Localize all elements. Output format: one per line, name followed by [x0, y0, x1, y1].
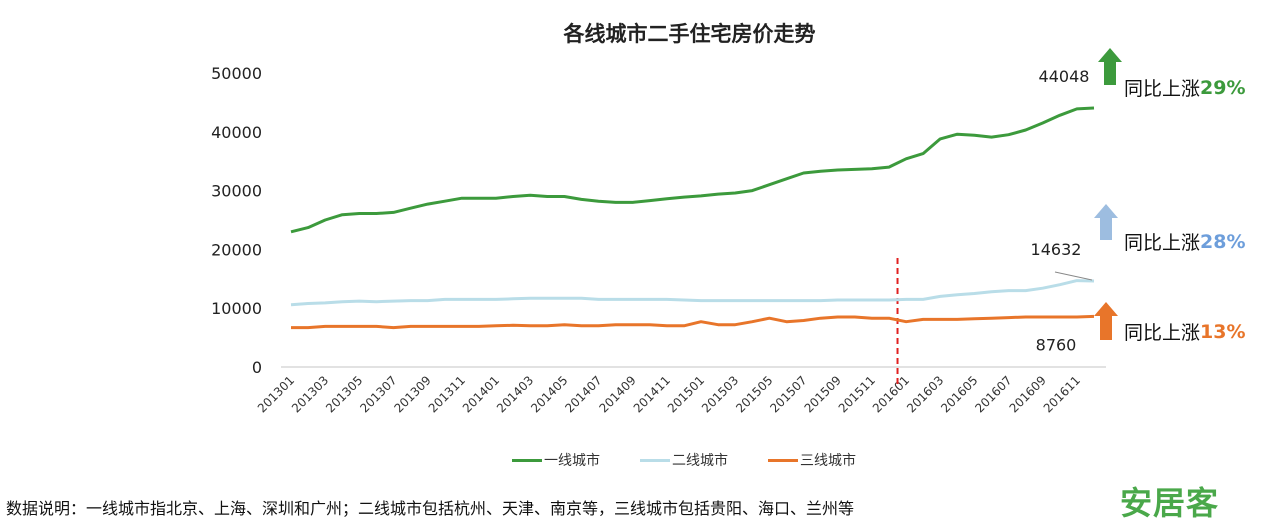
x-tick-label: 201601 — [870, 373, 912, 415]
legend-swatch — [512, 458, 542, 462]
legend-item-tier1: 一线城市 — [512, 450, 600, 470]
legend-item-tier3: 三线城市 — [768, 450, 856, 470]
x-tick-label: 201505 — [733, 373, 775, 415]
x-tick-label: 201309 — [392, 373, 434, 415]
yoy-percent: 13% — [1200, 320, 1246, 343]
yoy-annotation-tier3: 同比上涨 13% — [1124, 318, 1246, 345]
x-tick-label: 201303 — [289, 373, 331, 415]
x-tick-label: 201307 — [357, 373, 399, 415]
anjuke-logo: 安居客 — [1120, 484, 1220, 522]
x-tick-label: 201409 — [597, 373, 639, 415]
x-tick-label: 201311 — [426, 373, 468, 415]
chart-title: 各线城市二手住宅房价走势 — [563, 22, 816, 46]
x-tick-label: 201605 — [938, 373, 980, 415]
data-label-leader — [1054, 271, 1093, 281]
yoy-annotation-tier1: 同比上涨 29% — [1124, 74, 1246, 101]
legend-swatch — [768, 458, 798, 462]
legend-label: 三线城市 — [800, 453, 856, 469]
legend: 一线城市 二线城市 三线城市 — [512, 450, 856, 470]
series-line-1 — [290, 106, 1095, 234]
up-arrow-icon — [1094, 204, 1118, 240]
yoy-label: 同比上涨 — [1124, 78, 1201, 100]
legend-item-tier2: 二线城市 — [640, 450, 728, 470]
yoy-label: 同比上涨 — [1124, 322, 1201, 344]
x-tick-label: 201501 — [665, 373, 707, 415]
x-tick-label: 201603 — [904, 373, 946, 415]
up-arrow-icon — [1094, 302, 1118, 340]
yoy-label: 同比上涨 — [1124, 232, 1201, 254]
x-tick-label: 201503 — [699, 373, 741, 415]
x-tick-label: 201609 — [1007, 373, 1049, 415]
x-tick-label: 201405 — [528, 373, 570, 415]
y-tick-label: 10000 — [211, 299, 262, 318]
yoy-annotation-tier2: 同比上涨 28% — [1124, 228, 1246, 255]
legend-label: 二线城市 — [672, 453, 728, 469]
y-tick-label: 30000 — [211, 182, 262, 201]
x-tick-label: 201509 — [802, 373, 844, 415]
y-tick-label: 40000 — [211, 123, 262, 142]
data-label: 44048 — [1039, 67, 1090, 86]
yoy-percent: 28% — [1200, 230, 1246, 253]
x-tick-label: 201403 — [494, 373, 536, 415]
data-label: 8760 — [1036, 335, 1077, 354]
x-tick-label: 201305 — [323, 373, 365, 415]
series-line-3 — [291, 314, 1095, 330]
y-tick-label: 20000 — [211, 240, 262, 259]
x-tick-label: 201407 — [562, 373, 604, 415]
series-line-2 — [290, 279, 1095, 307]
up-arrow-icon — [1098, 48, 1122, 85]
yoy-percent: 29% — [1200, 76, 1246, 99]
x-tick-label: 201611 — [1041, 373, 1083, 415]
x-tick-label: 201401 — [460, 373, 502, 415]
x-tick-label: 201411 — [631, 373, 673, 415]
x-tick-label: 201511 — [836, 373, 878, 415]
x-tick-label: 201301 — [255, 373, 297, 415]
legend-swatch — [640, 458, 670, 462]
y-tick-label: 50000 — [211, 64, 262, 83]
x-tick-label: 201507 — [767, 373, 809, 415]
legend-label: 一线城市 — [544, 453, 600, 469]
x-tick-label: 201607 — [972, 373, 1014, 415]
y-tick-label: 0 — [252, 358, 262, 377]
data-note: 数据说明：一线城市指北京、上海、深圳和广州；二线城市包括杭州、天津、南京等，三线… — [6, 499, 855, 518]
data-label: 14632 — [1031, 240, 1082, 259]
